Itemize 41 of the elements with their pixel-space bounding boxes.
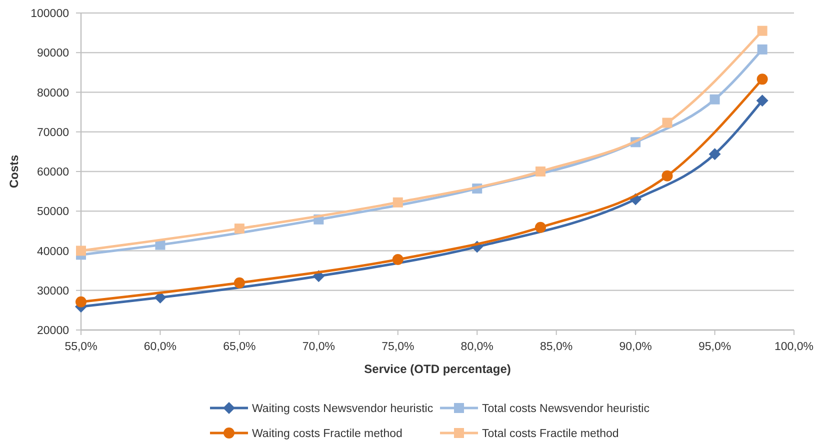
x-tick-label: 75,0% <box>382 341 414 353</box>
y-tick-label: 30000 <box>37 285 69 298</box>
point <box>662 118 672 128</box>
point <box>757 26 768 36</box>
x-tick-label: 90,0% <box>619 341 652 353</box>
y-tick-label: 40000 <box>37 246 69 258</box>
point <box>535 166 546 176</box>
x-tick-label: 65,0% <box>223 341 256 353</box>
legend-label: Waiting costs Newsvendor heuristic <box>252 403 434 416</box>
x-tick-label: 55,0% <box>64 341 98 353</box>
x-tick-label: 85,0% <box>540 341 573 353</box>
y-tick-label: 20000 <box>37 325 69 338</box>
y-axis-title: Costs <box>7 154 21 188</box>
point <box>757 44 768 54</box>
y-tick-label: 70000 <box>37 126 69 139</box>
x-tick-label: 100,0% <box>774 341 814 353</box>
point <box>662 170 673 182</box>
point <box>708 148 721 160</box>
x-tick-label: 95,0% <box>698 341 732 353</box>
point <box>392 197 403 208</box>
legend-label: Total costs Fractile method <box>482 428 619 440</box>
point <box>76 246 86 256</box>
point <box>76 296 86 308</box>
point <box>756 74 768 85</box>
x-tick-label: 60,0% <box>144 341 177 353</box>
point <box>756 94 768 107</box>
point <box>710 94 720 104</box>
legend-label: Total costs Newsvendor heuristic <box>482 403 650 416</box>
x-axis-title: Service (OTD percentage) <box>364 362 511 376</box>
point <box>534 222 546 233</box>
legend-label: Waiting costs Fractile method <box>252 428 402 440</box>
x-tick-label: 80,0% <box>460 341 494 353</box>
point <box>234 277 245 288</box>
x-tick-label: 70,0% <box>302 341 335 353</box>
point <box>234 224 244 234</box>
y-tick-label: 50000 <box>37 206 69 218</box>
y-tick-label: 80000 <box>37 87 69 100</box>
point <box>392 254 404 265</box>
y-tick-label: 60000 <box>37 166 69 179</box>
y-tick-label: 90000 <box>37 48 69 60</box>
y-tick-label: 100000 <box>30 8 69 20</box>
